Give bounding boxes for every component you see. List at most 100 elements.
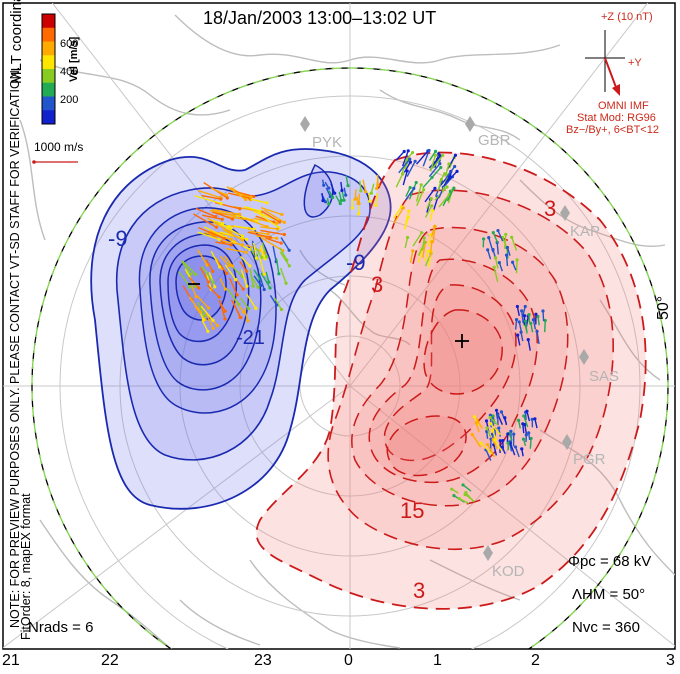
velocity-vector: [424, 187, 436, 203]
velocity-vector-origin: [232, 214, 237, 218]
velocity-vector: [393, 207, 404, 224]
velocity-vector: [416, 189, 425, 206]
velocity-vector-origin: [450, 487, 454, 491]
velocity-vector: [255, 215, 274, 223]
velocity-vector: [485, 449, 492, 461]
velocity-vector: [492, 232, 499, 244]
velocity-vector-origin: [474, 421, 478, 425]
velocity-vector: [265, 271, 270, 283]
velocity-vector: [375, 192, 378, 206]
velocity-vector-origin: [252, 194, 256, 199]
velocity-vector-origin: [368, 199, 372, 203]
velocity-vector-origin: [346, 184, 350, 188]
velocity-vector: [476, 419, 484, 429]
contour-label-neg-2: -9: [346, 250, 366, 275]
velocity-vector-origin: [240, 234, 245, 238]
mlt-tick-22: 22: [101, 652, 119, 669]
velocity-vector-origin: [405, 235, 410, 240]
velocity-vector: [487, 444, 496, 458]
velocity-vector-origin: [501, 438, 505, 443]
velocity-vector-origin: [220, 217, 224, 221]
velocity-vector: [473, 416, 480, 426]
velocity-vector-origin: [513, 445, 518, 449]
velocity-vector-origin: [523, 304, 527, 309]
velocity-vector-origin: [420, 231, 424, 235]
velocity-vector: [395, 173, 404, 188]
velocity-vector: [509, 442, 516, 456]
velocity-vector-origin: [235, 293, 239, 297]
velocity-vector-origin: [541, 309, 545, 313]
velocity-vector: [216, 260, 228, 274]
velocity-vector: [443, 176, 451, 187]
velocity-vector-origin: [503, 416, 507, 420]
velocity-vector-origin: [472, 415, 477, 419]
velocity-vector-origin: [266, 232, 270, 236]
velocity-vector: [251, 276, 259, 288]
negative-cell: [90, 148, 392, 510]
velocity-vector-origin: [422, 236, 426, 240]
mlt-tick-0: 0: [344, 652, 353, 669]
velocity-vector-origin: [536, 314, 540, 319]
velocity-vector: [212, 208, 240, 215]
imf-stat-mod: Stat Mod: RG96: [577, 112, 656, 124]
colorbar-segment: [42, 14, 55, 29]
velocity-vector-origin: [414, 180, 418, 185]
velocity-vector: [279, 247, 288, 261]
velocity-vector-origin: [517, 320, 521, 324]
velocity-vector-origin: [406, 149, 410, 153]
velocity-vector-origin: [277, 272, 281, 276]
velocity-vector: [520, 310, 524, 324]
velocity-vector-origin: [433, 186, 437, 190]
velocity-vector: [404, 237, 409, 249]
velocity-vector: [197, 189, 222, 199]
velocity-vector-origin: [327, 202, 331, 206]
stat-phi-pc: Φpc = 68 kV: [568, 553, 652, 570]
velocity-vector-origin: [408, 157, 412, 161]
velocity-vector-origin: [457, 496, 461, 501]
velocity-vector: [253, 275, 262, 286]
velocity-vector-origin: [506, 432, 510, 436]
velocity-vector-origin: [514, 317, 519, 322]
velocity-vector-origin: [506, 441, 510, 445]
velocity-vector: [225, 226, 243, 237]
velocity-vector: [426, 198, 432, 209]
velocity-vector-origin: [485, 426, 489, 430]
velocity-vector-origin: [353, 197, 357, 201]
velocity-vector-origin: [429, 197, 433, 201]
velocity-vector: [544, 320, 546, 333]
velocity-vector-origin: [339, 198, 343, 203]
station-label-kod: KOD: [492, 563, 525, 580]
velocity-vector-origin: [247, 306, 251, 311]
velocity-vectors: [178, 148, 547, 504]
velocity-vector: [428, 163, 441, 177]
contour-label-pos-3: 15: [400, 498, 425, 523]
velocity-vector-origin: [259, 283, 263, 288]
velocity-vector: [258, 273, 265, 290]
velocity-vector-origin: [525, 409, 529, 413]
velocity-vector-origin: [279, 307, 284, 312]
velocity-vector-origin: [265, 201, 269, 205]
station-label-kap: KAP: [570, 223, 601, 240]
velocity-vector: [206, 284, 220, 298]
velocity-vector: [261, 242, 268, 258]
velocity-vector-origin: [520, 447, 524, 451]
velocity-vector-origin: [244, 197, 248, 202]
velocity-vector-origin: [268, 235, 272, 240]
velocity-vector: [395, 151, 405, 161]
max-marker: [455, 334, 469, 348]
velocity-vector-origin: [211, 280, 215, 285]
velocity-vector: [524, 321, 528, 332]
velocity-vector-origin: [282, 232, 286, 237]
velocity-vector: [359, 180, 362, 191]
velocity-vector-origin: [374, 203, 378, 207]
velocity-vector: [260, 229, 285, 236]
mlt-tick-23: 23: [254, 652, 272, 669]
velocity-vector: [529, 438, 532, 449]
velocity-vector: [446, 170, 458, 183]
velocity-vector-origin: [280, 212, 284, 217]
velocity-vector: [260, 272, 271, 289]
stat-lambda-hm: ΛHM = 50°: [572, 586, 646, 603]
contour-label-pos-1: 3: [544, 196, 557, 221]
imf-y-label: +Y: [628, 57, 642, 69]
station-label-sas: SAS: [589, 368, 620, 385]
